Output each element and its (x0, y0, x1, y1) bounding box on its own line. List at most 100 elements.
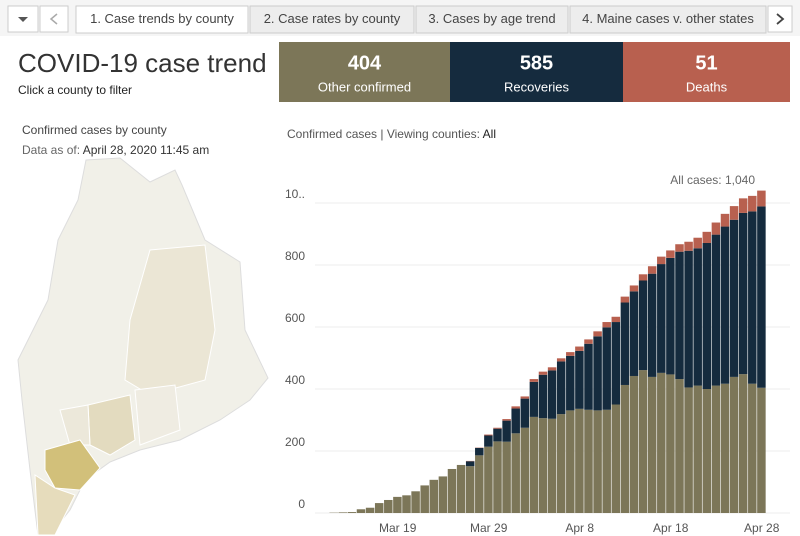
bar-segment (748, 195, 757, 212)
bar-segment (757, 190, 766, 207)
bar-segment (556, 361, 566, 415)
bar-segment (720, 213, 730, 227)
county-map (17, 157, 269, 536)
bar-segment (456, 464, 466, 513)
tab[interactable] (249, 5, 415, 34)
bar-segment (738, 212, 748, 375)
total-annotation: All cases: 1,040 (670, 173, 755, 187)
y-tick-label: 200 (285, 435, 305, 449)
tab[interactable] (415, 5, 569, 34)
bar-segment (575, 346, 584, 351)
county[interactable] (124, 244, 216, 396)
county[interactable] (34, 474, 76, 536)
bar-segment (529, 381, 539, 417)
kpi-label: Other confirmed (318, 79, 411, 94)
bar-segment (738, 198, 748, 213)
kpi-value: 404 (348, 52, 382, 74)
tab-label[interactable]: 1. Case trends by county (90, 11, 234, 26)
bar-segment (629, 291, 639, 376)
x-tick-label: Apr 18 (653, 521, 689, 535)
bar-segment (566, 410, 575, 513)
tab[interactable] (569, 5, 767, 34)
chart-title-text: Confirmed cases | Viewing counties: (287, 127, 480, 141)
bar-segment (602, 409, 611, 513)
bar-segment (484, 446, 493, 513)
bar-segment (657, 264, 666, 373)
x-tick-label: Mar 19 (379, 521, 417, 535)
map-date: Data as of: April 28, 2020 11:45 am (22, 143, 209, 157)
bar-segment (584, 343, 593, 410)
chart-filter[interactable]: All (483, 127, 496, 141)
bar-segment (547, 367, 557, 371)
bar-segment (511, 406, 520, 409)
bar-segment (711, 234, 721, 386)
bar-segment (584, 339, 593, 344)
bar-segment (748, 211, 757, 384)
bar-segment (511, 408, 520, 434)
bar-segment (438, 476, 448, 513)
bar-segment (374, 503, 384, 513)
bar-segment (729, 219, 739, 377)
back-button[interactable] (39, 5, 69, 33)
next-icon (776, 13, 785, 25)
kpi-box[interactable] (279, 42, 450, 102)
tab-label[interactable]: 3. Cases by age trend (428, 11, 555, 26)
bar-segment (666, 250, 675, 258)
bar-segment (447, 468, 457, 513)
county[interactable] (59, 404, 91, 446)
bar-segment (675, 251, 684, 380)
bar-segment (666, 374, 675, 513)
tab-label[interactable]: 2. Case rates by county (264, 11, 401, 26)
tab-label[interactable]: 4. Maine cases v. other states (582, 11, 754, 26)
bar-segment (566, 352, 575, 356)
tab[interactable] (75, 5, 249, 34)
bar-segment (675, 244, 684, 252)
bar-segment (465, 461, 475, 467)
bar-segment (593, 331, 602, 337)
county[interactable] (44, 439, 101, 491)
bar-segment (502, 420, 511, 442)
bar-segment (465, 466, 475, 513)
bar-segment (493, 441, 502, 513)
bar-segment (702, 231, 712, 243)
bar-segment (684, 387, 693, 513)
bar-segment (502, 441, 511, 513)
bar-segment (647, 266, 657, 274)
bar-segment (538, 371, 548, 375)
back-icon (49, 13, 58, 25)
bar-segment (738, 374, 748, 513)
page-subtitle: Click a county to filter (18, 83, 132, 97)
bar-segment (538, 374, 548, 419)
bar-segment (620, 384, 630, 513)
bar-segment (657, 256, 666, 265)
bar-segment (475, 455, 484, 513)
bar-segment (484, 435, 493, 447)
bar-segment (620, 302, 630, 385)
bar-segment (675, 379, 684, 513)
bar-segment (711, 385, 721, 513)
bar-segment (365, 507, 375, 513)
bar-segment (629, 375, 639, 513)
bar-segment (575, 408, 584, 513)
bar-segment (684, 241, 693, 251)
kpi-box[interactable] (450, 42, 623, 102)
bar-segment (393, 496, 402, 513)
bar-segment (702, 242, 712, 389)
bar-segment (556, 414, 566, 513)
bar-segment (720, 226, 730, 384)
bar-segment (729, 206, 739, 220)
bar-segment (493, 428, 502, 442)
kpi-box[interactable] (623, 42, 790, 102)
bar-segment (638, 280, 648, 371)
bar-segment (520, 427, 530, 513)
bar-segment (693, 237, 702, 249)
next-button[interactable] (767, 5, 793, 33)
bar-segment (629, 285, 639, 292)
bar-segment (529, 379, 539, 382)
x-tick-label: Apr 8 (565, 521, 594, 535)
kpi-label: Deaths (686, 79, 728, 94)
bar-segment (593, 410, 602, 513)
county[interactable] (134, 384, 181, 446)
bar-segment (647, 273, 657, 377)
